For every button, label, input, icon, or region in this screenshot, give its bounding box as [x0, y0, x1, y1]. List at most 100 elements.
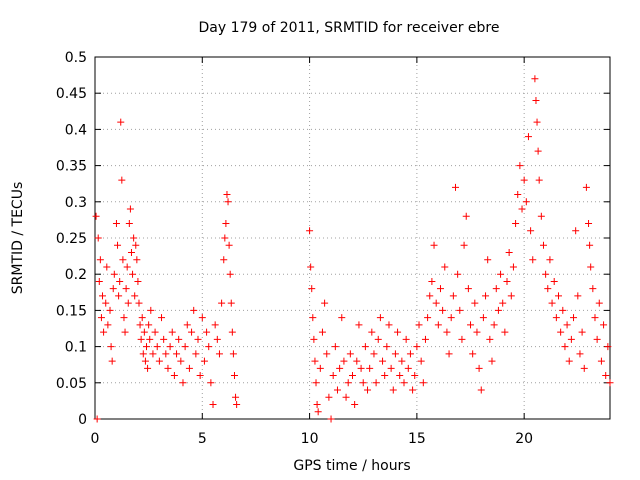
grid-layer	[95, 57, 610, 419]
data-point-plus	[595, 299, 603, 307]
data-point-plus	[533, 118, 541, 126]
data-point-plus	[565, 357, 573, 365]
data-point-plus	[578, 328, 586, 336]
data-point-plus	[376, 314, 384, 322]
data-point-plus	[555, 292, 562, 300]
data-point-plus	[143, 343, 150, 351]
data-point-plus	[211, 321, 219, 329]
data-point-plus	[323, 350, 331, 358]
data-point-plus	[532, 96, 540, 104]
data-point-plus	[139, 350, 147, 358]
data-point-plus	[333, 386, 341, 394]
data-point-plus	[229, 350, 237, 358]
data-point-plus	[597, 357, 605, 365]
data-point-plus	[411, 372, 419, 380]
plot-frame	[94, 56, 611, 420]
data-point-plus	[368, 328, 376, 336]
data-point-plus	[137, 335, 145, 343]
data-point-plus	[593, 335, 601, 343]
data-point-plus	[415, 321, 423, 329]
data-point-plus	[587, 263, 595, 271]
data-point-plus	[232, 393, 240, 401]
data-point-plus	[366, 364, 374, 372]
data-point-plus	[514, 191, 522, 199]
data-point-plus	[329, 372, 337, 380]
data-point-plus	[409, 386, 417, 394]
data-point-plus	[151, 328, 159, 336]
data-point-plus	[209, 401, 217, 409]
data-point-plus	[531, 75, 539, 83]
data-point-plus	[93, 415, 101, 423]
data-point-plus	[497, 270, 505, 278]
data-point-plus	[396, 372, 404, 380]
data-point-plus	[379, 357, 387, 365]
data-point-plus	[313, 401, 321, 409]
data-point-plus	[421, 335, 429, 343]
data-point-plus	[218, 299, 226, 307]
data-point-plus	[464, 285, 472, 293]
data-point-plus	[346, 350, 354, 358]
data-point-plus	[391, 350, 399, 358]
data-point-plus	[561, 343, 569, 351]
data-point-plus	[374, 335, 382, 343]
data-point-plus	[434, 321, 442, 329]
data-point-plus	[331, 343, 339, 351]
data-point-plus	[559, 306, 567, 314]
data-point-plus	[443, 328, 451, 336]
data-point-plus	[107, 343, 115, 351]
data-point-plus	[342, 393, 350, 401]
y-tick-label: 0.25	[56, 231, 87, 247]
data-point-plus	[177, 357, 185, 365]
data-point-plus	[175, 335, 183, 343]
data-point-plus	[460, 241, 468, 249]
data-point-plus	[484, 256, 492, 264]
data-point-plus	[227, 299, 235, 307]
data-point-plus	[140, 328, 148, 336]
data-point-plus	[606, 379, 614, 387]
data-point-plus	[215, 350, 223, 358]
data-point-plus	[351, 401, 359, 409]
data-point-plus	[92, 212, 100, 220]
data-point-plus	[123, 263, 131, 271]
data-point-plus	[117, 118, 125, 126]
data-point-plus	[146, 335, 154, 343]
data-point-plus	[477, 386, 485, 394]
data-point-plus	[338, 314, 346, 322]
data-point-plus	[306, 227, 314, 235]
data-point-plus	[552, 314, 560, 322]
data-point-plus	[576, 350, 584, 358]
data-point-plus	[309, 314, 317, 322]
data-point-plus	[203, 328, 211, 336]
x-tick-label: 20	[515, 431, 533, 447]
data-point-plus	[308, 285, 316, 293]
data-point-plus	[509, 263, 517, 271]
data-point-plus	[108, 357, 116, 365]
data-point-plus	[428, 277, 436, 285]
data-point-plus	[213, 335, 221, 343]
data-point-plus	[340, 357, 348, 365]
data-point-plus	[228, 328, 236, 336]
data-point-plus	[527, 227, 535, 235]
data-point-plus	[314, 408, 322, 416]
data-point-plus	[381, 372, 389, 380]
data-point-plus	[131, 292, 139, 300]
data-point-plus	[522, 198, 530, 206]
data-point-plus	[126, 205, 134, 213]
data-point-plus	[582, 183, 590, 191]
data-point-plus	[133, 256, 141, 264]
data-point-plus	[233, 401, 241, 409]
data-point-plus	[158, 314, 166, 322]
data-point-plus	[102, 299, 110, 307]
data-point-plus	[127, 248, 135, 256]
data-point-plus	[441, 263, 449, 271]
data-point-plus	[134, 277, 142, 285]
data-point-plus	[383, 343, 391, 351]
data-point-plus	[570, 314, 578, 322]
y-axis-label: SRMTID / TECUs	[10, 182, 26, 295]
x-tick-label: 0	[91, 431, 100, 447]
data-point-plus	[430, 241, 438, 249]
data-point-plus	[316, 364, 324, 372]
data-point-plus	[449, 292, 457, 300]
data-point-plus	[456, 306, 464, 314]
